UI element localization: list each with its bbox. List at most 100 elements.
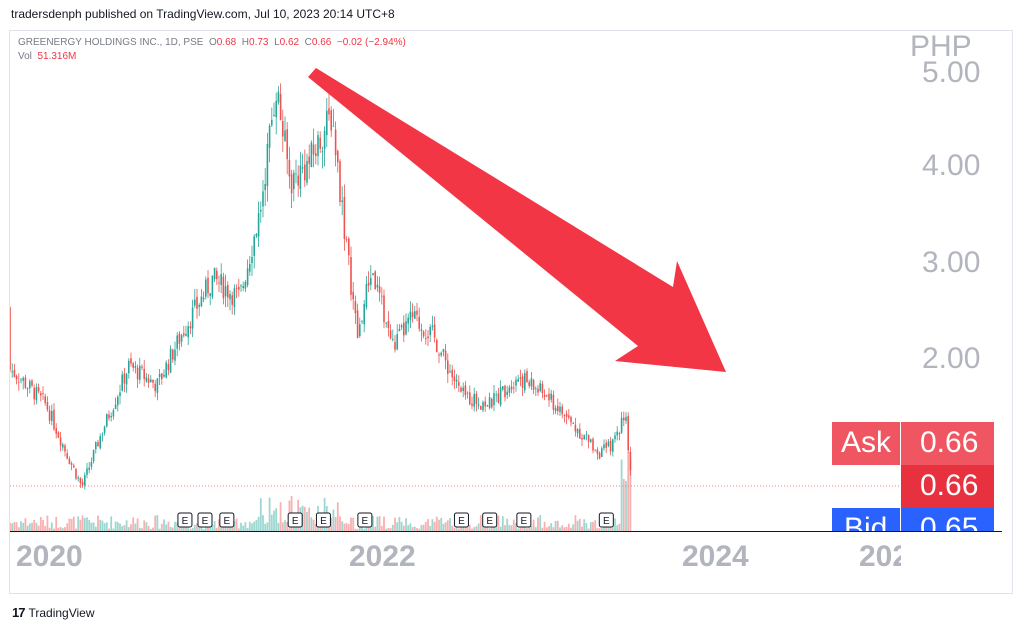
candle-body xyxy=(488,397,491,408)
candle-body xyxy=(268,125,271,148)
volume-bar xyxy=(578,518,581,531)
volume-bar xyxy=(559,527,561,531)
candle-body xyxy=(524,373,526,391)
earnings-marker[interactable]: E xyxy=(482,512,498,528)
candle-body xyxy=(565,413,568,417)
candle-body xyxy=(279,94,282,121)
earnings-marker-label: E xyxy=(292,516,299,527)
earnings-marker[interactable]: E xyxy=(598,512,614,528)
volume-bar xyxy=(473,527,476,531)
candle-body xyxy=(482,402,484,411)
earnings-marker-label: E xyxy=(603,516,610,527)
candle-body xyxy=(194,299,196,306)
volume-bar xyxy=(130,524,132,531)
candle-body xyxy=(480,405,482,410)
earnings-marker[interactable]: E xyxy=(287,512,303,528)
volume-bar xyxy=(244,522,247,531)
candle-body xyxy=(48,410,51,421)
candle-body xyxy=(154,383,156,392)
candle-body xyxy=(455,379,458,382)
candle-body xyxy=(557,405,559,412)
candle-body xyxy=(618,433,621,435)
earnings-marker-box xyxy=(287,512,303,528)
candle-body xyxy=(121,374,123,391)
volume-bar xyxy=(550,523,553,531)
candle-body xyxy=(334,129,337,156)
candle-body xyxy=(493,393,495,406)
volume-bar xyxy=(26,525,29,531)
earnings-marker[interactable]: E xyxy=(177,512,193,528)
candle-body xyxy=(185,333,187,336)
candle-body xyxy=(282,121,284,137)
volume-bar xyxy=(453,527,456,531)
volume-bar xyxy=(519,527,522,531)
volume-bar xyxy=(526,528,528,531)
volume-bar xyxy=(389,528,392,531)
volume-bar xyxy=(561,525,564,531)
volume-bar xyxy=(196,523,198,531)
candle-body xyxy=(180,335,183,342)
volume-bar xyxy=(101,520,104,531)
downtrend-arrow-icon xyxy=(308,68,726,372)
candle-body xyxy=(297,175,299,186)
plot-area[interactable]: EEEEEEEEEEE xyxy=(10,31,899,531)
earnings-marker[interactable]: E xyxy=(219,512,235,528)
volume-bar xyxy=(625,480,627,531)
volume-bar xyxy=(451,525,454,531)
candle-body xyxy=(150,379,152,383)
candle-body xyxy=(119,392,121,397)
volume-bar xyxy=(53,528,55,531)
volume-bar xyxy=(427,519,429,531)
ask-label-box: Ask xyxy=(832,422,900,465)
candle-body xyxy=(103,426,106,433)
price-label-2: 2.00 xyxy=(922,342,981,375)
candle-body xyxy=(365,284,368,308)
volume-bar xyxy=(277,522,280,531)
earnings-marker[interactable]: E xyxy=(453,512,469,528)
earnings-marker[interactable]: E xyxy=(197,512,213,528)
volume-bar xyxy=(308,507,311,531)
earnings-marker[interactable]: E xyxy=(357,512,373,528)
earnings-marker[interactable]: E xyxy=(315,512,331,528)
volume-bar xyxy=(156,515,159,531)
earnings-marker-box xyxy=(315,512,331,528)
earnings-marker[interactable]: E xyxy=(516,512,532,528)
volume-bar xyxy=(405,518,407,531)
volume-bar xyxy=(10,522,11,531)
candle-body xyxy=(66,453,68,459)
x-label-2024: 2024 xyxy=(682,540,749,573)
volume-bar xyxy=(92,522,95,531)
candle-body xyxy=(191,307,194,329)
candle-body xyxy=(35,387,38,401)
volume-bar xyxy=(420,525,423,531)
earnings-marker-box xyxy=(219,512,235,528)
candle-body xyxy=(218,282,220,284)
volume-bar xyxy=(515,523,517,531)
volume-bar xyxy=(629,459,632,531)
volume-bar xyxy=(246,528,249,531)
candle-body xyxy=(31,380,33,386)
volume-bar xyxy=(468,524,471,531)
candle-body xyxy=(106,414,108,427)
volume-bar xyxy=(266,522,269,531)
candle-body xyxy=(464,385,467,396)
volume-bar xyxy=(356,528,359,531)
volume-bar xyxy=(174,521,176,531)
candle-body xyxy=(537,388,539,393)
volume-bar xyxy=(79,519,82,531)
candle-body xyxy=(112,410,115,417)
volume-bar xyxy=(31,522,33,531)
candle-body xyxy=(433,324,436,338)
candle-body xyxy=(603,444,605,449)
candle-body xyxy=(136,367,139,380)
volume-bar xyxy=(112,528,115,531)
volume-bar xyxy=(545,527,548,531)
candle-body xyxy=(378,286,381,293)
candle-body xyxy=(10,307,11,371)
volume-bar xyxy=(88,519,91,531)
candle-body xyxy=(101,434,104,436)
candle-body xyxy=(546,395,548,397)
volume-bar xyxy=(103,523,106,531)
candle-body xyxy=(530,378,533,387)
candle-body xyxy=(392,339,394,340)
